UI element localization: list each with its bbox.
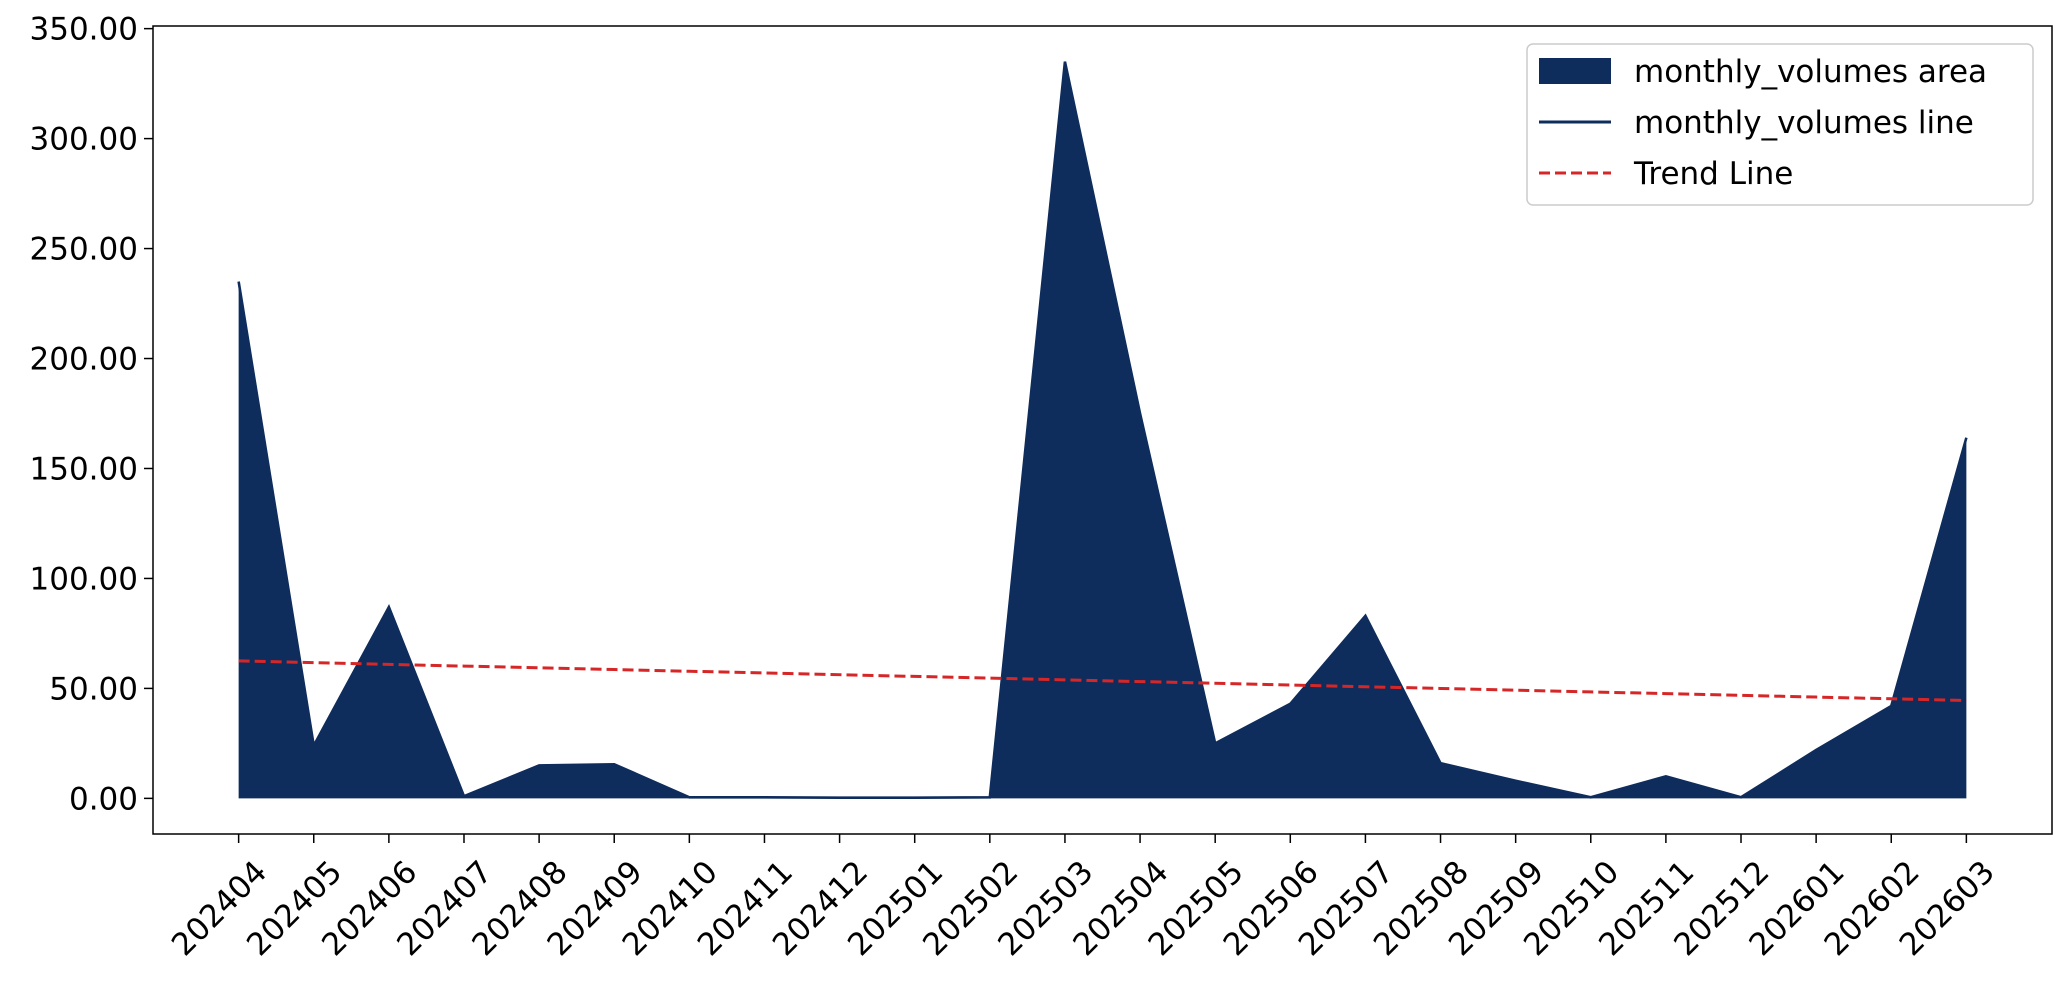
- line: [237, 61, 1968, 800]
- y-tick-label: 350.00: [30, 12, 138, 48]
- y-tick-label: 0.00: [69, 781, 138, 817]
- legend-label: Trend Line: [1633, 156, 1793, 192]
- legend-box: [1526, 43, 2034, 206]
- y-tick-label: 150.00: [30, 451, 138, 487]
- y-tick-label: 100.00: [30, 561, 138, 597]
- trend-line: [238, 659, 1967, 703]
- plot-frame: [152, 25, 2053, 835]
- legend-label: monthly_volumes line: [1634, 105, 1974, 141]
- legend-swatch: [1539, 58, 1611, 84]
- area: [238, 61, 1967, 799]
- y-tick-label: 50.00: [49, 671, 138, 707]
- y-tick-label: 300.00: [30, 122, 138, 158]
- legend-label: monthly_volumes area: [1634, 54, 1987, 90]
- y-tick-label: 250.00: [30, 232, 138, 268]
- y-tick-label: 200.00: [30, 342, 138, 378]
